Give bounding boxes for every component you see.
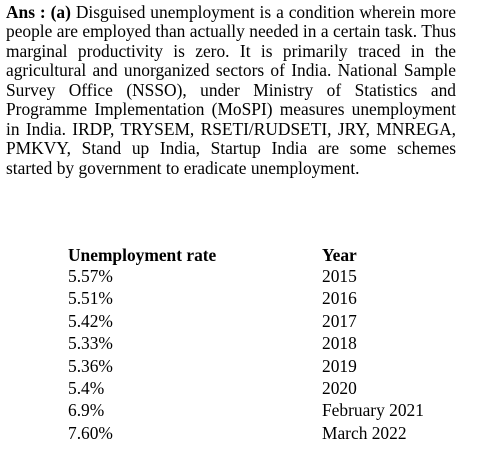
header-cell: Year (322, 245, 357, 265)
answer-paragraph: Ans : (a) Disguised unemployment is a co… (6, 2, 456, 178)
table-cell: 6.9% (68, 400, 105, 421)
table-cell: 5.36% (68, 355, 113, 376)
table-cell: February 2021 (322, 400, 424, 421)
table-cell: 5.33% (68, 333, 113, 354)
table-row: 7.60% March 2022 (68, 422, 468, 444)
table-cell: 5.4% (68, 377, 105, 398)
table-row: 6.9% February 2021 (68, 399, 468, 421)
table-cell: 2020 (322, 377, 357, 398)
table-cell: 2017 (322, 310, 357, 331)
header-cell: Unemployment rate (68, 245, 217, 265)
table-cell: March 2022 (322, 422, 407, 443)
table-cell: 2019 (322, 355, 357, 376)
table-header: Unemployment rate Year (68, 245, 468, 265)
table-row: 5.36% 2019 (68, 355, 468, 377)
table-row: 5.51% 2016 (68, 287, 468, 309)
answer-label: Ans : (a) (6, 2, 71, 22)
table-row: 5.57% 2015 (68, 265, 468, 287)
table-cell: 2015 (322, 266, 357, 286)
table-cell: 2018 (322, 333, 357, 354)
table-cell: 7.60% (68, 422, 113, 443)
table: Unemployment rate Year 5.57% 2015 5.51% 201… (68, 245, 468, 444)
table-row: 5.33% 2018 (68, 332, 468, 354)
table-row: 5.4% 2020 (68, 377, 468, 399)
answer-text: Disguised unemployment is a condition wh… (6, 2, 456, 178)
table-cell: 5.51% (68, 288, 113, 309)
table-cell: 5.57% (68, 266, 113, 286)
table-row: 5.42% 2017 (68, 310, 468, 332)
table-cell: 5.42% (68, 310, 113, 331)
table-cell: 2016 (322, 288, 357, 309)
